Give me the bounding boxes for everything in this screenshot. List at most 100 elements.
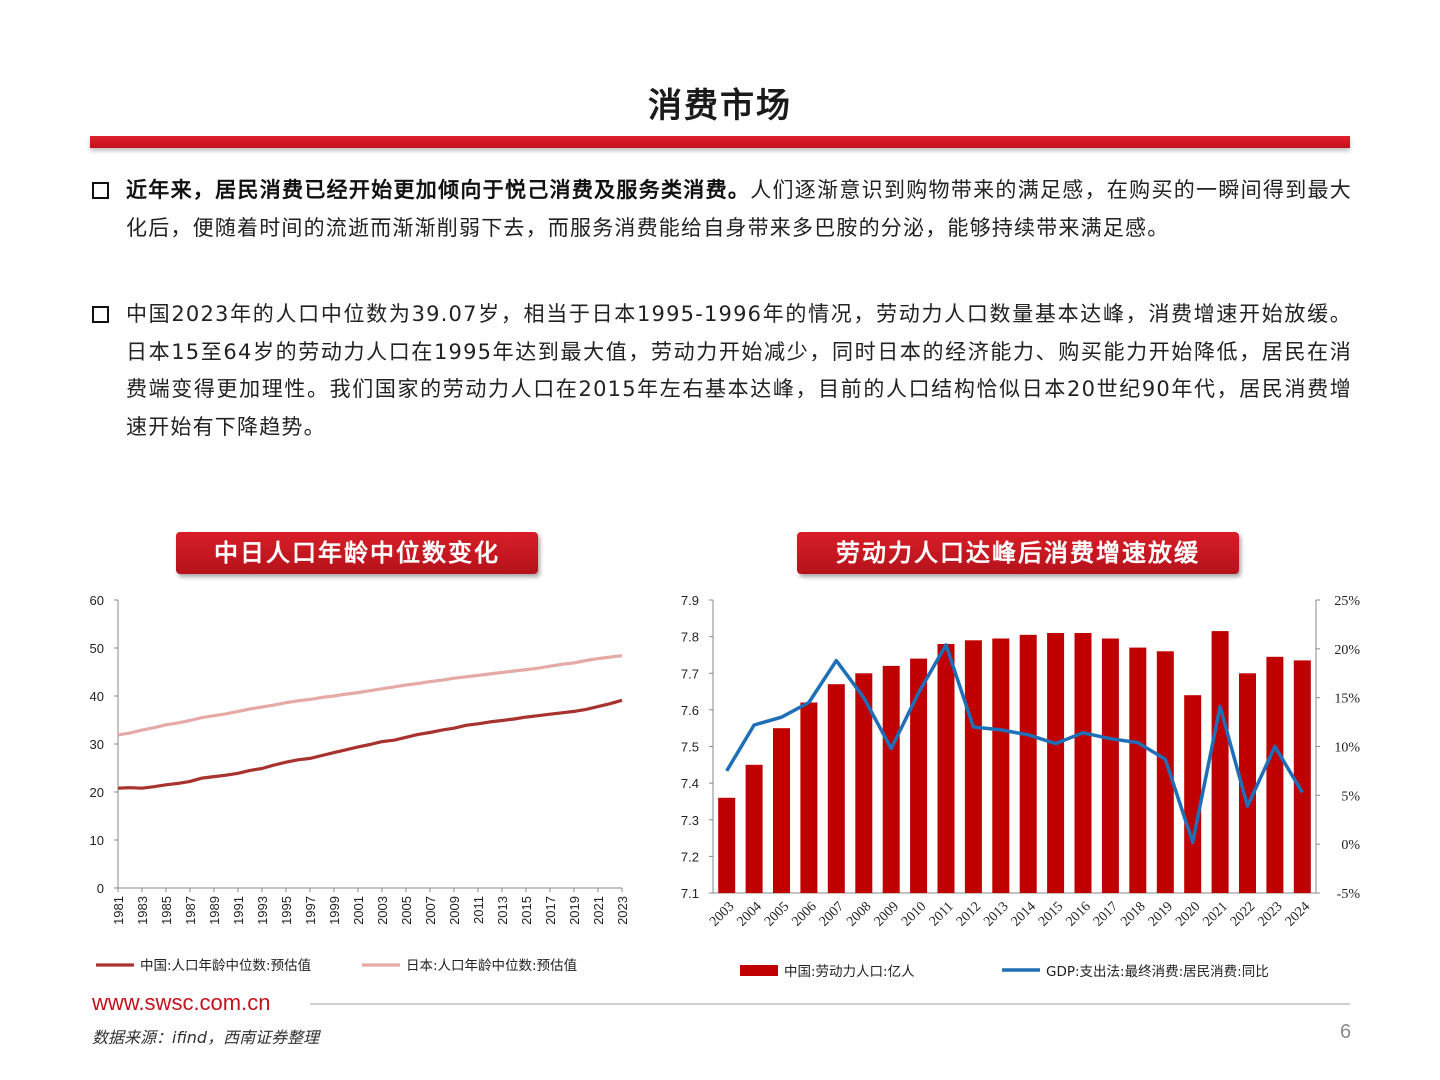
left-x-tick-label: 1997	[303, 896, 318, 925]
right-x-tick-label: 2010	[899, 899, 929, 929]
left-chart-title: 中日人口年龄中位数变化	[176, 532, 538, 574]
labor-force-bar	[1184, 695, 1202, 893]
right-right-y-tick-label: 10%	[1334, 741, 1360, 756]
left-x-tick-label: 2001	[351, 896, 366, 925]
right-x-tick-label: 2023	[1255, 899, 1285, 929]
left-y-tick-label: 50	[90, 641, 104, 656]
labor-force-bar	[882, 665, 900, 893]
right-left-y-tick-label: 7.2	[681, 849, 699, 864]
labor-force-bar	[992, 638, 1010, 893]
right-right-y-tick-label: 0%	[1341, 838, 1360, 853]
labor-force-bar	[1019, 634, 1037, 893]
consumption-growth-line	[725, 643, 1304, 844]
left-x-tick-label: 1993	[255, 896, 270, 925]
page-title: 消费市场	[648, 86, 792, 126]
left-x-tick-label: 2009	[447, 896, 462, 925]
labor-force-bar	[937, 644, 955, 893]
page-number: 6	[1340, 1021, 1352, 1043]
right-x-tick-label: 2013	[981, 899, 1011, 929]
left-x-tick-label: 1989	[207, 896, 222, 925]
labor-force-bar	[1074, 633, 1092, 893]
right-x-tick-label: 2003	[707, 899, 737, 929]
bullet-point-2: 中国2023年的人口中位数为39.07岁，相当于日本1995-1996年的情况，…	[92, 296, 1352, 446]
japan-median-age-line	[117, 654, 623, 737]
right-x-tick-label: 2011	[927, 899, 957, 929]
right-x-tick-label: 2021	[1200, 899, 1230, 929]
right-x-tick-label: 2005	[762, 899, 792, 929]
right-x-tick-label: 2024	[1283, 899, 1313, 929]
labor-force-bar	[800, 702, 818, 893]
labor-force-bar	[1293, 660, 1311, 893]
title-divider-band	[90, 136, 1350, 148]
right-left-y-tick-label: 7.4	[681, 776, 699, 791]
left-x-tick-label: 2003	[375, 896, 390, 925]
right-left-y-tick-label: 7.5	[681, 740, 699, 755]
right-x-tick-label: 2020	[1173, 899, 1203, 929]
right-x-tick-label: 2019	[1146, 899, 1176, 929]
labor-force-bar	[745, 764, 763, 893]
right-left-y-tick-label: 7.6	[681, 703, 699, 718]
left-x-tick-label: 2015	[519, 896, 534, 925]
right-left-y-tick-label: 7.7	[681, 666, 699, 681]
left-y-tick-label: 60	[90, 593, 104, 608]
checkbox-square-icon	[92, 182, 109, 199]
bullet-text-2: 中国2023年的人口中位数为39.07岁，相当于日本1995-1996年的情况，…	[126, 296, 1352, 446]
left-y-tick-label: 10	[90, 833, 104, 848]
bullet-point-1: 近年来，居民消费已经开始更加倾向于悦己消费及服务类消费。人们逐渐意识到购物带来的…	[92, 172, 1352, 247]
left-x-tick-label: 2011	[471, 896, 486, 924]
footer-divider	[310, 1003, 1350, 1005]
labor-force-bar	[855, 673, 873, 894]
legend-labor-force-label: 中国:劳动力人口:亿人	[784, 964, 915, 980]
labor-force-bar	[1239, 673, 1256, 894]
right-right-y-tick-label: 5%	[1341, 789, 1360, 804]
right-x-tick-label: 2012	[954, 899, 984, 929]
labor-force-bar	[827, 684, 845, 893]
left-x-tick-label: 1985	[159, 896, 174, 925]
right-x-tick-label: 2017	[1091, 899, 1121, 929]
left-x-tick-label: 2019	[567, 896, 582, 925]
right-x-tick-label: 2022	[1228, 899, 1258, 929]
footer-website: www.swsc.com.cn	[92, 990, 271, 1015]
right-x-tick-label: 2009	[872, 899, 902, 929]
left-x-tick-label: 1999	[327, 896, 342, 925]
labor-force-bar	[1129, 647, 1147, 893]
bullet-body-1: 人们逐渐意识到购物带来的满足感，在购买的一瞬间得到最大化后，便随着时间的流逝而渐…	[126, 178, 1352, 240]
left-x-tick-label: 2023	[615, 896, 630, 925]
right-x-tick-label: 2015	[1036, 899, 1066, 929]
legend-labor-force-swatch	[740, 965, 778, 976]
china-median-age-line	[117, 698, 623, 790]
right-x-tick-label: 2008	[844, 899, 874, 929]
left-x-tick-label: 2005	[399, 896, 414, 925]
left-x-tick-label: 1991	[231, 896, 246, 925]
left-y-tick-label: 0	[97, 881, 104, 896]
right-left-y-tick-label: 7.3	[681, 813, 699, 828]
right-chart-title: 劳动力人口达峰后消费增速放缓	[797, 532, 1239, 574]
legend-consumption-label: GDP:支出法:最终消费:居民消费:同比	[1046, 964, 1269, 980]
right-x-tick-label: 2006	[789, 899, 819, 929]
data-source-note: 数据来源：ifind，西南证券整理	[92, 1028, 320, 1047]
left-x-tick-label: 1981	[111, 896, 126, 925]
right-x-tick-label: 2014	[1009, 899, 1039, 929]
left-y-tick-label: 20	[90, 785, 104, 800]
left-x-tick-label: 2007	[423, 896, 438, 925]
right-left-y-tick-label: 7.9	[681, 593, 699, 608]
left-x-tick-label: 1983	[135, 896, 150, 925]
left-x-tick-label: 2017	[543, 896, 558, 925]
bullet-body-2: 中国2023年的人口中位数为39.07岁，相当于日本1995-1996年的情况，…	[126, 302, 1352, 439]
right-left-y-tick-label: 7.1	[681, 886, 699, 901]
right-right-y-tick-label: 20%	[1334, 643, 1360, 658]
labor-force-bar	[1101, 638, 1119, 893]
right-right-y-tick-label: 25%	[1334, 594, 1360, 609]
labor-force-bar	[1156, 651, 1174, 893]
labor-force-bar	[1211, 631, 1229, 893]
bullet-text-1: 近年来，居民消费已经开始更加倾向于悦己消费及服务类消费。人们逐渐意识到购物带来的…	[126, 172, 1352, 247]
left-x-tick-label: 2013	[495, 896, 510, 925]
labor-force-bar	[718, 797, 736, 893]
labor-force-bar	[964, 640, 982, 893]
left-x-tick-label: 2021	[591, 896, 606, 925]
left-x-tick-label: 1995	[279, 896, 294, 925]
labor-force-bar	[1047, 633, 1065, 893]
left-y-tick-label: 30	[90, 737, 104, 752]
left-x-tick-label: 1987	[183, 896, 198, 925]
